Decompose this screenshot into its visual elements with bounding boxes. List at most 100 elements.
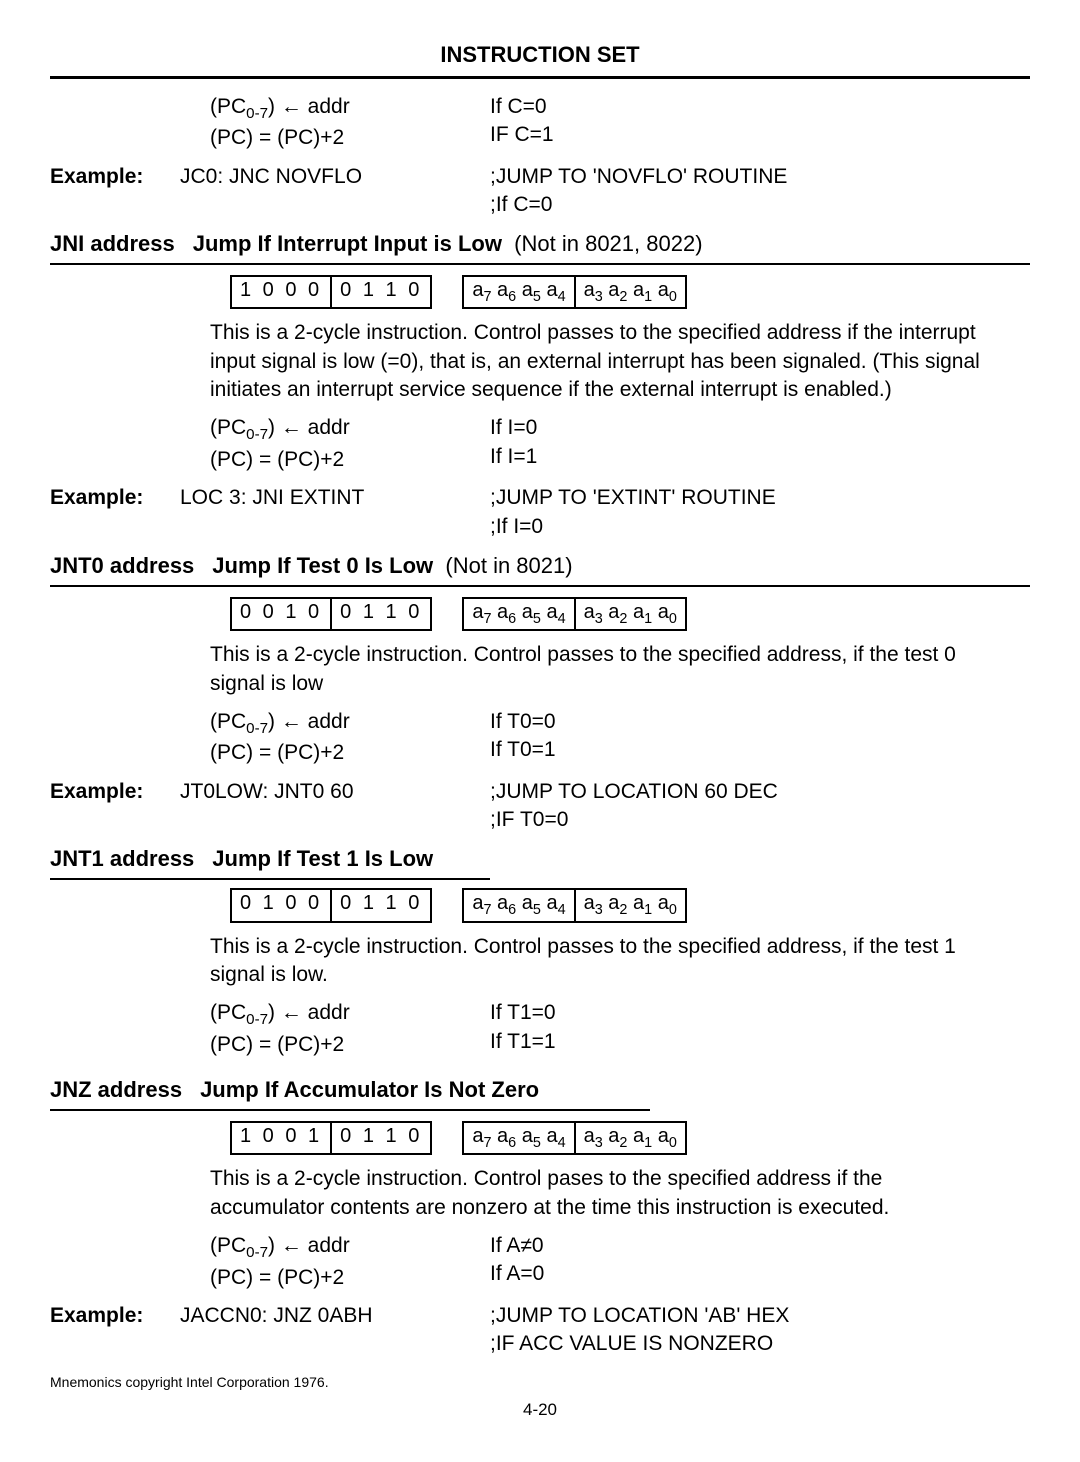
comment-line: ;JUMP TO LOCATION 'AB' HEX <box>490 1302 1030 1330</box>
top-pc-block: (PC0-7) ← addr (PC) = (PC)+2 If C=0 IF C… <box>210 93 1030 153</box>
cond: If T1=0 <box>490 999 1030 1027</box>
opcode-box: 0 1 0 0 0 1 1 0 <box>230 888 432 922</box>
section-note: (Not in 8021, 8022) <box>514 231 702 256</box>
addr-low: a3 a2 a1 a0 <box>574 599 685 629</box>
description: This is a 2-cycle instruction. Control p… <box>210 933 990 990</box>
pc-assign: (PC0-7) ← addr <box>210 708 490 740</box>
rule <box>50 1109 650 1111</box>
section-note: (Not in 8021) <box>445 553 572 578</box>
section-header-jnz: JNZ address Jump If Accumulator Is Not Z… <box>50 1075 1030 1105</box>
pc-inc: (PC) = (PC)+2 <box>210 1031 490 1059</box>
page-number: 4-20 <box>50 1399 1030 1422</box>
pc-assign: (PC0-7) ← addr <box>210 1232 490 1264</box>
example-code: JC0: JNC NOVFLO <box>180 163 490 220</box>
description: This is a 2-cycle instruction. Control p… <box>210 1165 990 1222</box>
pc-block: (PC0-7) ← addr (PC) = (PC)+2 If T1=0 If … <box>210 999 1030 1059</box>
addr-high: a7 a6 a5 a4 <box>464 277 573 307</box>
opcode-box: 0 0 1 0 0 1 1 0 <box>230 597 432 631</box>
mnemonic: JNT0 address <box>50 551 194 581</box>
cond: If T0=0 <box>490 708 1030 736</box>
mnemonic: JNI address <box>50 229 175 259</box>
pc-inc: (PC) = (PC)+2 <box>210 124 490 152</box>
addr-low: a3 a2 a1 a0 <box>574 890 685 920</box>
rule-top <box>50 76 1030 79</box>
example-code: LOC 3: JNI EXTINT <box>180 484 490 541</box>
opcode-row: 0 1 0 0 0 1 1 0 a7 a6 a5 a4 a3 a2 a1 a0 <box>230 888 1030 922</box>
example-comment: ;JUMP TO LOCATION 'AB' HEX ;IF ACC VALUE… <box>490 1302 1030 1359</box>
pc-block: (PC0-7) ← addr (PC) = (PC)+2 If T0=0 If … <box>210 708 1030 768</box>
cond: If A≠0 <box>490 1232 1030 1260</box>
pc-assign: (PC0-7) ← addr <box>210 93 490 125</box>
copyright-footer: Mnemonics copyright Intel Corporation 19… <box>50 1373 1030 1392</box>
address-box: a7 a6 a5 a4 a3 a2 a1 a0 <box>462 275 687 309</box>
addr-low: a3 a2 a1 a0 <box>574 277 685 307</box>
cond: If T1=1 <box>490 1028 1030 1056</box>
comment-line: ;JUMP TO LOCATION 60 DEC <box>490 778 1030 806</box>
opcode-nibble: 0 1 1 0 <box>330 277 430 307</box>
addr-high: a7 a6 a5 a4 <box>464 1123 573 1153</box>
comment-line: ;IF ACC VALUE IS NONZERO <box>490 1330 1030 1358</box>
description: This is a 2-cycle instruction. Control p… <box>210 319 990 404</box>
section-title: Jump If Test 1 Is Low <box>212 844 433 874</box>
addr-high: a7 a6 a5 a4 <box>464 599 573 629</box>
example-label: Example: <box>50 778 180 835</box>
example-comment: ;JUMP TO 'NOVFLO' ROUTINE ;If C=0 <box>490 163 1030 220</box>
pc-inc: (PC) = (PC)+2 <box>210 446 490 474</box>
section-header-jni: JNI address Jump If Interrupt Input is L… <box>50 229 1030 259</box>
section-title: Jump If Accumulator Is Not Zero <box>200 1075 539 1105</box>
mnemonic: JNZ address <box>50 1075 182 1105</box>
pc-inc: (PC) = (PC)+2 <box>210 1264 490 1292</box>
cond: If I=0 <box>490 414 1030 442</box>
opcode-row: 1 0 0 1 0 1 1 0 a7 a6 a5 a4 a3 a2 a1 a0 <box>230 1121 1030 1155</box>
opcode-box: 1 0 0 1 0 1 1 0 <box>230 1121 432 1155</box>
opcode-row: 0 0 1 0 0 1 1 0 a7 a6 a5 a4 a3 a2 a1 a0 <box>230 597 1030 631</box>
rule <box>50 878 490 880</box>
pc-block: (PC0-7) ← addr (PC) = (PC)+2 If A≠0 If A… <box>210 1232 1030 1292</box>
example-row: Example: LOC 3: JNI EXTINT ;JUMP TO 'EXT… <box>50 484 1030 541</box>
address-box: a7 a6 a5 a4 a3 a2 a1 a0 <box>462 1121 687 1155</box>
rule <box>50 263 1030 265</box>
cond: IF C=1 <box>490 121 1030 149</box>
opcode-nibble: 0 1 1 0 <box>330 890 430 920</box>
comment-line: ;JUMP TO 'EXTINT' ROUTINE <box>490 484 1030 512</box>
example-comment: ;JUMP TO 'EXTINT' ROUTINE ;If I=0 <box>490 484 1030 541</box>
example-row: Example: JC0: JNC NOVFLO ;JUMP TO 'NOVFL… <box>50 163 1030 220</box>
mnemonic: JNT1 address <box>50 844 194 874</box>
opcode-box: 1 0 0 0 0 1 1 0 <box>230 275 432 309</box>
section-header-jnt1: JNT1 address Jump If Test 1 Is Low <box>50 844 1030 874</box>
cond: If I=1 <box>490 443 1030 471</box>
example-label: Example: <box>50 163 180 220</box>
addr-high: a7 a6 a5 a4 <box>464 890 573 920</box>
opcode-row: 1 0 0 0 0 1 1 0 a7 a6 a5 a4 a3 a2 a1 a0 <box>230 275 1030 309</box>
opcode-nibble: 1 0 0 0 <box>232 277 330 307</box>
cond: If A=0 <box>490 1260 1030 1288</box>
cond: If C=0 <box>490 93 1030 121</box>
pc-inc: (PC) = (PC)+2 <box>210 739 490 767</box>
example-row: Example: JACCN0: JNZ 0ABH ;JUMP TO LOCAT… <box>50 1302 1030 1359</box>
section-title: Jump If Interrupt Input is Low <box>193 231 502 256</box>
opcode-nibble: 0 1 1 0 <box>330 599 430 629</box>
comment-line: ;JUMP TO 'NOVFLO' ROUTINE <box>490 163 1030 191</box>
example-label: Example: <box>50 1302 180 1359</box>
cond: If T0=1 <box>490 736 1030 764</box>
page-title: INSTRUCTION SET <box>50 40 1030 70</box>
example-label: Example: <box>50 484 180 541</box>
pc-assign: (PC0-7) ← addr <box>210 999 490 1031</box>
opcode-nibble: 0 1 1 0 <box>330 1123 430 1153</box>
description: This is a 2-cycle instruction. Control p… <box>210 641 990 698</box>
pc-assign: (PC0-7) ← addr <box>210 414 490 446</box>
comment-line: ;IF T0=0 <box>490 806 1030 834</box>
example-row: Example: JT0LOW: JNT0 60 ;JUMP TO LOCATI… <box>50 778 1030 835</box>
example-comment: ;JUMP TO LOCATION 60 DEC ;IF T0=0 <box>490 778 1030 835</box>
example-code: JACCN0: JNZ 0ABH <box>180 1302 490 1359</box>
example-code: JT0LOW: JNT0 60 <box>180 778 490 835</box>
rule <box>50 585 1030 587</box>
opcode-nibble: 0 0 1 0 <box>232 599 330 629</box>
address-box: a7 a6 a5 a4 a3 a2 a1 a0 <box>462 597 687 631</box>
addr-low: a3 a2 a1 a0 <box>574 1123 685 1153</box>
pc-block: (PC0-7) ← addr (PC) = (PC)+2 If I=0 If I… <box>210 414 1030 474</box>
opcode-nibble: 1 0 0 1 <box>232 1123 330 1153</box>
section-header-jnt0: JNT0 address Jump If Test 0 Is Low (Not … <box>50 551 1030 581</box>
opcode-nibble: 0 1 0 0 <box>232 890 330 920</box>
comment-line: ;If I=0 <box>490 513 1030 541</box>
